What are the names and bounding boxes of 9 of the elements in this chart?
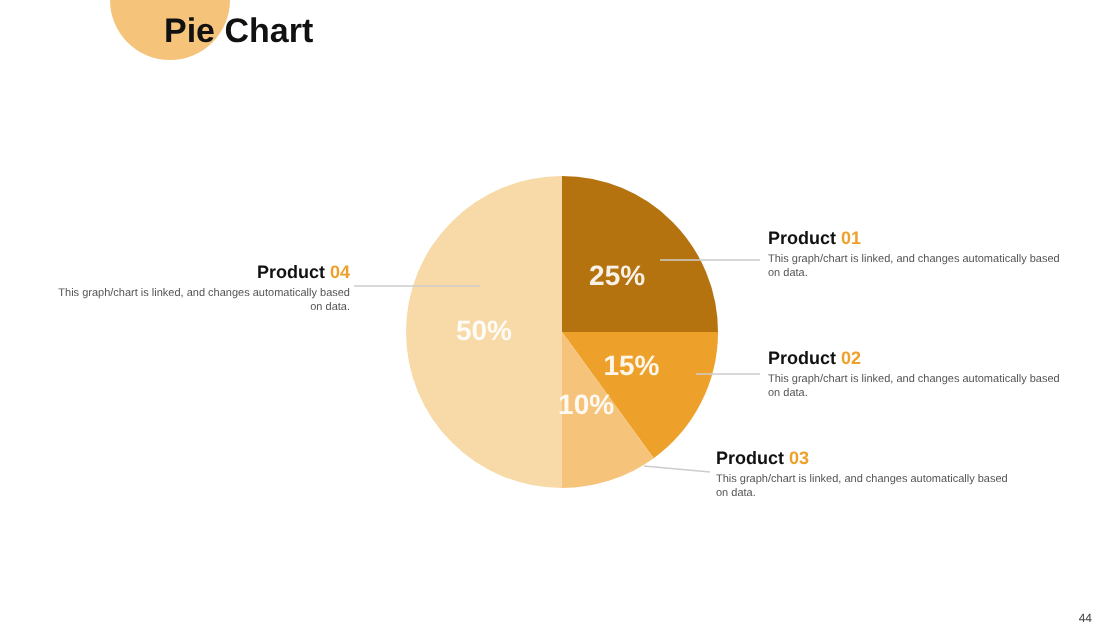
data-label: 10% (558, 387, 616, 420)
slice-label: Product 04 (254, 262, 350, 285)
slice-label: Product 01 (768, 228, 864, 251)
data-label: 25% (589, 258, 647, 291)
data-label: 15% (603, 349, 661, 382)
slice-label: Product 02 (768, 348, 864, 371)
slice-label: Product 03 (716, 448, 812, 471)
data-label: 50% (455, 313, 514, 346)
chart-title: Pie Chart (164, 12, 314, 52)
